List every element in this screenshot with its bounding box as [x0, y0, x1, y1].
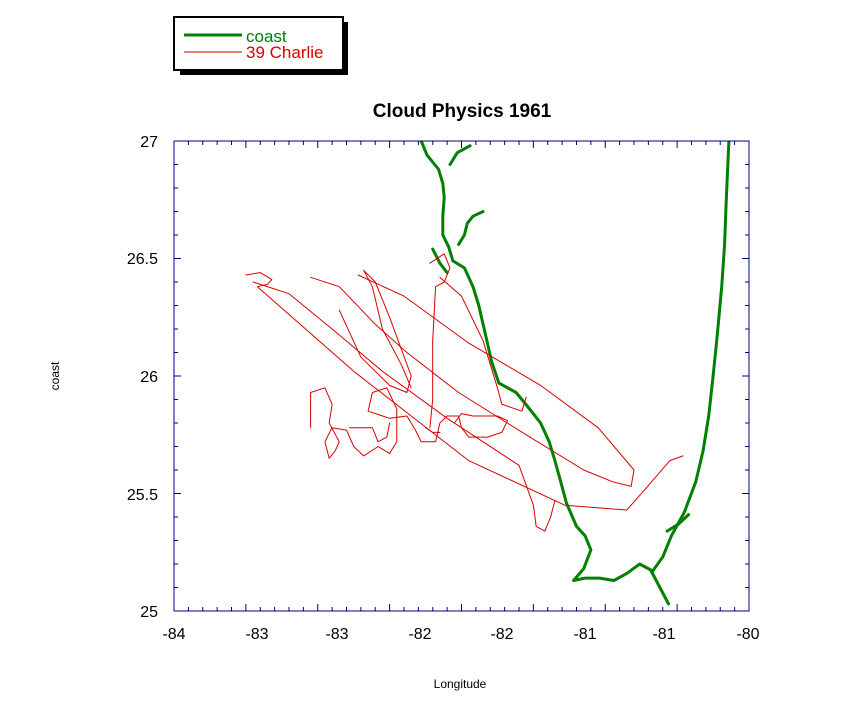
y-tick-label: 27	[140, 134, 158, 151]
series-coast-segment-2	[457, 210, 485, 246]
x-tick-label: -81	[573, 626, 596, 643]
y-tick-label: 26	[140, 369, 158, 386]
x-tick-label: -82	[408, 626, 431, 643]
x-tick-label: -81	[652, 626, 675, 643]
series-39-charlie-segment-3	[338, 269, 412, 393]
series-coast-segment-1	[448, 144, 472, 166]
series-39-charlie-segment-0	[245, 272, 684, 511]
x-axis-title: Longitude	[434, 677, 487, 691]
chart-title: Cloud Physics 1961	[373, 101, 552, 122]
legend-label-coast: coast	[246, 27, 287, 46]
y-tick-label: 25	[140, 604, 158, 621]
series-39-charlie-segment-1	[252, 281, 556, 532]
tick-layer	[173, 140, 750, 612]
tick-label-layer: -84 -83 -83 -82 -82 -81 -81 -80 25 25.5 26 26.5 27	[127, 134, 760, 643]
y-axis-title: coast	[48, 361, 62, 390]
series-coast-segment-5	[649, 569, 670, 606]
plot-area: -84 -83 -83 -82 -82 -81 -81 -80 25 25.5 26 26.5 27	[127, 134, 760, 643]
series-39-charlie-segment-7	[348, 422, 391, 443]
legend-label-39-charlie: 39 Charlie	[246, 43, 324, 62]
series-coast-segment-3	[431, 247, 449, 275]
series-coast-segment-4	[665, 513, 691, 533]
y-tick-label: 25.5	[127, 487, 158, 504]
series-39-charlie-segment-5	[439, 276, 527, 412]
y-tick-label: 26.5	[127, 251, 158, 268]
series-39-charlie-segment-6	[310, 387, 508, 459]
legend: coast 39 Charlie	[173, 16, 348, 75]
series-coast-segment-0	[419, 141, 731, 582]
plot-frame	[173, 140, 750, 612]
series-39-charlie-segment-8	[425, 427, 441, 433]
legend-box	[173, 16, 344, 71]
x-tick-label: -83	[325, 626, 348, 643]
x-tick-label: -83	[245, 626, 268, 643]
series-39-charlie-segment-4	[429, 253, 451, 429]
x-tick-label: -82	[490, 626, 513, 643]
x-tick-label: -80	[736, 626, 759, 643]
series-layer	[245, 141, 731, 606]
x-tick-label: -84	[162, 626, 185, 643]
series-39-charlie-segment-2	[310, 274, 635, 487]
